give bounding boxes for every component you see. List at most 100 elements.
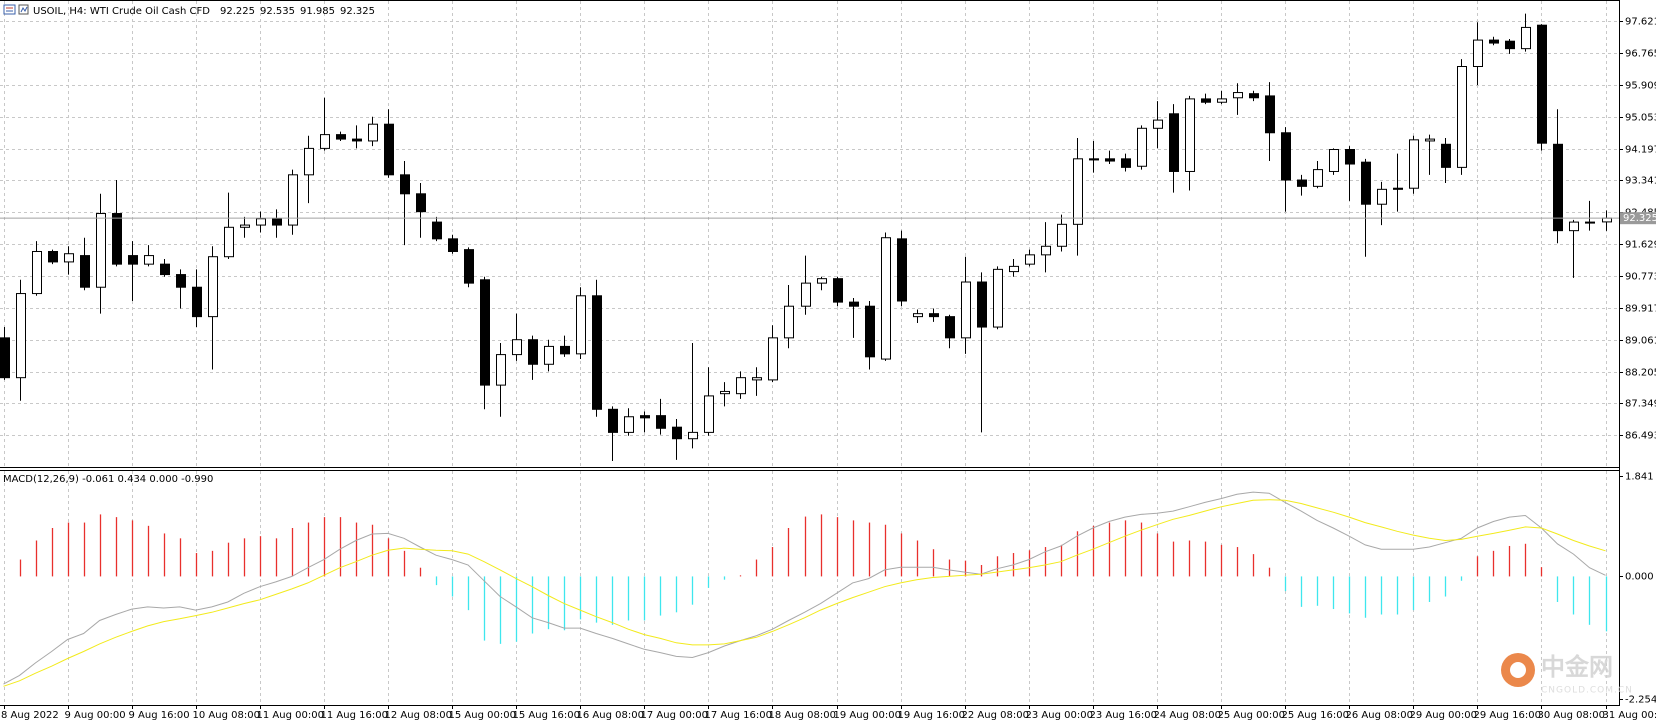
y-tick-label: 94.197	[1625, 145, 1656, 156]
candle-body	[1409, 139, 1419, 189]
candle-body	[1265, 95, 1275, 134]
x-tick-label: 10 Aug 08:00	[193, 710, 260, 721]
x-tick-label: 15 Aug 16:00	[513, 710, 580, 721]
candle-body	[512, 339, 522, 356]
watermark-site: CNGOLD.COM.CN	[1541, 686, 1633, 696]
macd-line	[3, 491, 1606, 685]
grid	[0, 1, 1619, 705]
candle-body	[1602, 217, 1612, 223]
candle-body	[1249, 93, 1259, 99]
candle-body	[336, 134, 346, 140]
candle-body	[1185, 98, 1195, 172]
menu-icon[interactable]	[3, 4, 16, 15]
price-label-box	[1620, 212, 1656, 225]
candle-body	[768, 337, 778, 381]
candle-body	[752, 377, 762, 381]
x-tick-label: 12 Aug 08:00	[385, 710, 452, 721]
candle-body	[624, 416, 634, 433]
candle-body	[897, 238, 907, 302]
x-tick-label: 11 Aug 16:00	[321, 710, 388, 721]
candle-body	[464, 249, 474, 284]
x-tick-label: 18 Aug 08:00	[769, 710, 836, 721]
y-tick-label: 89.061	[1625, 336, 1656, 347]
candle-body	[784, 305, 794, 339]
y-tick-label: 96.765	[1625, 49, 1656, 60]
candle-body	[272, 218, 282, 226]
x-tick-label: 22 Aug 08:00	[962, 710, 1029, 721]
x-tick-label: 11 Aug 00:00	[257, 710, 324, 721]
candle-body	[128, 255, 138, 265]
y-tick-label: 93.341	[1625, 176, 1656, 187]
candle-body	[1025, 254, 1035, 265]
candle-body	[672, 426, 682, 440]
candle-body	[256, 218, 266, 226]
candle-body	[1537, 24, 1547, 144]
candle-body	[32, 250, 42, 295]
candle-body	[496, 354, 506, 386]
x-tick-label: 19 Aug 00:00	[834, 710, 901, 721]
candle-body	[544, 345, 554, 365]
candle-body	[1489, 39, 1499, 44]
candle-body	[576, 295, 586, 355]
candle-body	[384, 123, 394, 176]
x-tick-label: 29 Aug 16:00	[1474, 710, 1541, 721]
candle-body	[560, 345, 570, 355]
x-tick-label: 30 Aug 08:00	[1538, 710, 1605, 721]
x-tick-label: 19 Aug 16:00	[898, 710, 965, 721]
candle-body	[1201, 98, 1211, 103]
candle-body	[1073, 158, 1083, 225]
candle-body	[1153, 119, 1163, 129]
watermark: 中金网 CNGOLD.COM.CN	[1501, 653, 1633, 696]
candle-body	[736, 377, 746, 395]
candle-body	[608, 408, 618, 433]
y-tick-label: -2.254	[1625, 695, 1656, 706]
candle-body	[993, 268, 1003, 328]
candle-body	[592, 295, 602, 410]
candle-body	[1585, 221, 1595, 224]
candle-body	[1569, 221, 1579, 232]
candle-body	[400, 174, 410, 195]
x-tick-label: 23 Aug 00:00	[1026, 710, 1093, 721]
y-tick-label: 90.773	[1625, 272, 1656, 283]
candle-body	[1553, 143, 1563, 232]
candle-body	[833, 278, 843, 303]
icon-path	[20, 6, 28, 13]
high: 92.535	[260, 6, 295, 17]
close: 92.325	[340, 6, 375, 17]
candle-body	[817, 278, 827, 284]
watermark-name: 中金网	[1541, 653, 1613, 681]
x-tick-label: 25 Aug 16:00	[1282, 710, 1349, 721]
header-text: USOIL, H4: WTI Crude Oil Cash CFD 92.225 9…	[33, 6, 375, 17]
candle-body	[1169, 113, 1179, 172]
y-tick-label: 91.629	[1625, 240, 1656, 251]
candle-body	[1457, 66, 1467, 168]
x-tick-label: 16 Aug 08:00	[577, 710, 644, 721]
candle-body	[112, 213, 122, 265]
x-tick-label: 17 Aug 00:00	[641, 710, 708, 721]
candle-body	[208, 256, 218, 318]
candle-body	[192, 286, 202, 318]
candle-body	[320, 134, 330, 149]
candle-body	[432, 221, 442, 240]
candle-body	[1121, 158, 1131, 168]
candle-body	[176, 274, 186, 288]
candle-body	[48, 250, 58, 263]
candle-body	[1393, 187, 1403, 190]
x-tick-label: 9 Aug 16:00	[129, 710, 190, 721]
title: USOIL, H4: WTI Crude Oil Cash CFD	[33, 6, 210, 17]
candle-body	[929, 313, 939, 318]
x-tick-label: 24 Aug 08:00	[1154, 710, 1221, 721]
candle-body	[1361, 161, 1371, 205]
macd-title: MACD(12,26,9) -0.061 0.434 0.000 -0.990	[3, 474, 213, 485]
y-tick-label: 86.493	[1625, 431, 1656, 442]
candle-body	[1441, 143, 1451, 168]
x-tick-label: 26 Aug 08:00	[1346, 710, 1413, 721]
x-tick-label: 15 Aug 00:00	[449, 710, 516, 721]
candle-body	[1473, 39, 1483, 68]
candle-body	[288, 174, 298, 226]
y-tick-label: 95.053	[1625, 113, 1656, 124]
x-tick-label: 23 Aug 16:00	[1090, 710, 1157, 721]
candle-body	[881, 237, 891, 360]
